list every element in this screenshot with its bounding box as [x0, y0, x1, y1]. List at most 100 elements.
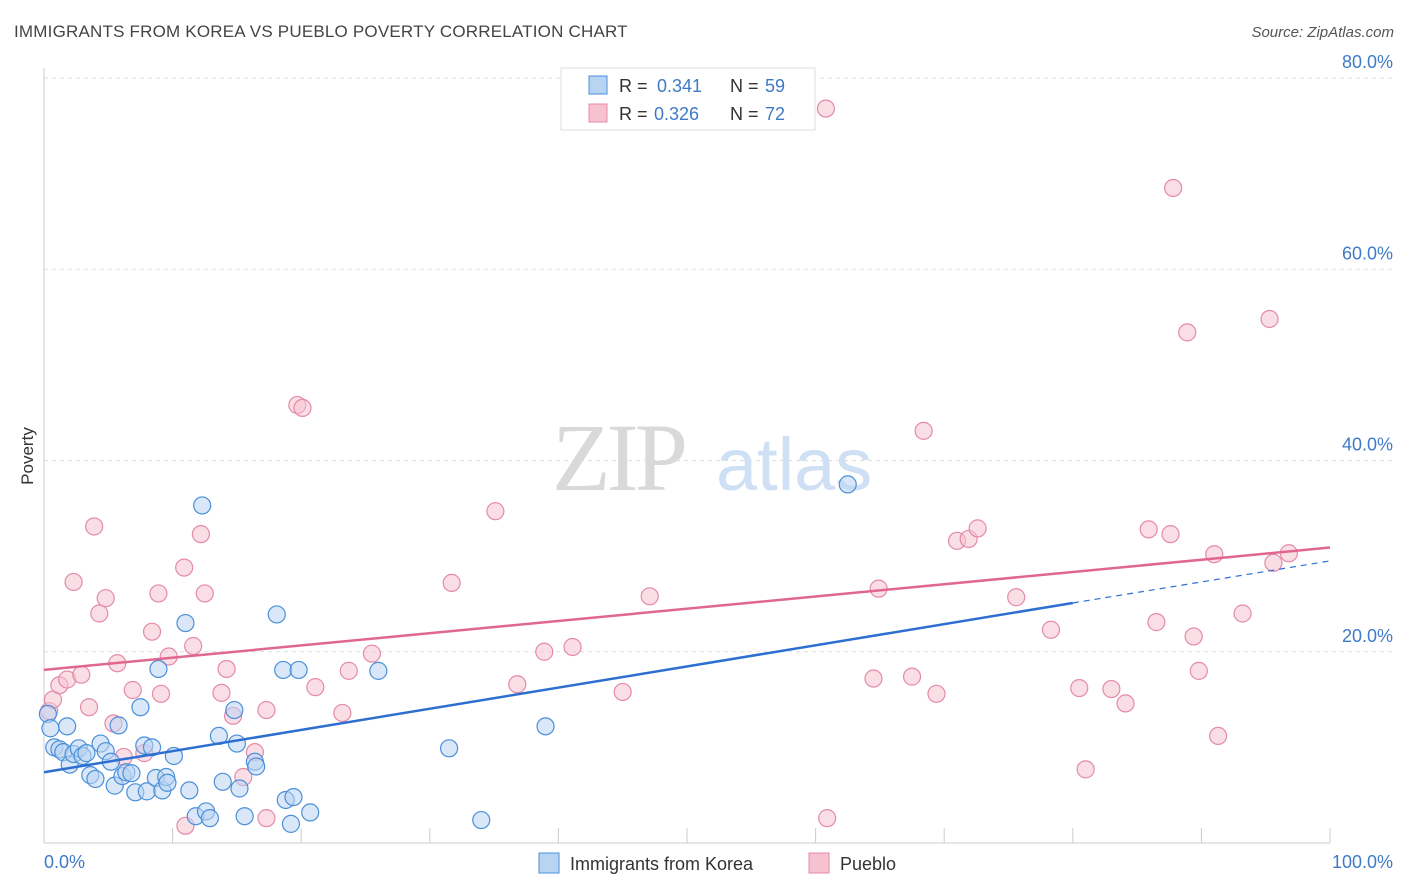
- korea-point: [369, 661, 388, 680]
- chart-title: IMMIGRANTS FROM KOREA VS PUEBLO POVERTY …: [14, 22, 628, 41]
- korea-point: [838, 475, 857, 494]
- pueblo-point: [1184, 627, 1203, 646]
- legend-korea-r-value: 0.341: [657, 76, 702, 96]
- pueblo-point: [640, 587, 659, 606]
- korea-point: [439, 739, 459, 758]
- legend-korea-n-value: 59: [765, 76, 785, 96]
- korea-point: [284, 787, 303, 807]
- pueblo-point: [869, 579, 888, 598]
- korea-point: [227, 734, 246, 753]
- pueblo-point: [1139, 520, 1158, 539]
- watermark-zip: ZIP: [552, 404, 685, 511]
- pueblo-point: [1189, 661, 1208, 680]
- pueblo-point: [563, 637, 582, 657]
- stats-legend: R = 0.341 N = 59 R = 0.326 N = 72: [560, 67, 816, 131]
- korea-point: [58, 717, 77, 736]
- y-tick-label: 40.0%: [1342, 435, 1393, 455]
- pueblo-point: [191, 525, 210, 544]
- korea-point: [267, 605, 286, 624]
- pueblo-point: [339, 661, 358, 680]
- pueblo-point: [1233, 604, 1252, 623]
- pueblo-point: [123, 680, 142, 700]
- korea-point: [274, 660, 293, 680]
- pueblo-point: [149, 584, 168, 603]
- legend-bottom-korea: Immigrants from Korea: [570, 854, 754, 874]
- pueblo-point: [508, 675, 527, 694]
- legend-korea-n-label: N =: [730, 76, 764, 96]
- legend-pueblo-n-label: N =: [730, 104, 764, 124]
- legend-bottom-swatch-korea: [538, 852, 560, 874]
- korea-point: [281, 814, 301, 833]
- pueblo-point: [96, 589, 115, 608]
- source-label: Source: ZipAtlas.com: [1251, 24, 1394, 41]
- watermark-atlas: atlas: [716, 423, 872, 506]
- x-tick-right: 100.0%: [1332, 852, 1393, 872]
- pueblo-point: [818, 809, 837, 828]
- y-tick-label: 60.0%: [1342, 243, 1393, 263]
- pueblo-point: [1116, 694, 1135, 713]
- pueblo-point: [333, 703, 352, 723]
- pueblo-point: [90, 604, 109, 623]
- pueblo-point: [85, 517, 104, 536]
- legend-bottom-swatch-pueblo: [808, 852, 830, 874]
- legend-korea-r-label: R =: [619, 76, 653, 96]
- pueblo-point: [1076, 760, 1095, 779]
- pueblo-point: [1178, 323, 1197, 342]
- pueblo-trend-line: [43, 546, 1331, 672]
- legend-bottom-pueblo: Pueblo: [840, 854, 896, 874]
- legend-pueblo-r-value: 0.326: [654, 104, 699, 124]
- pueblo-point: [816, 99, 835, 118]
- pueblo-point: [613, 682, 632, 702]
- korea-point: [289, 660, 308, 680]
- korea-point: [247, 757, 266, 776]
- korea-point: [200, 809, 219, 828]
- pueblo-point: [1164, 178, 1183, 198]
- pueblo-point: [184, 636, 203, 656]
- korea-trend-line: [43, 601, 1074, 774]
- korea-series: [38, 475, 857, 833]
- pueblo-point: [64, 572, 83, 592]
- pueblo-point: [306, 678, 325, 697]
- korea-point: [158, 773, 177, 792]
- pueblo-point: [1102, 679, 1121, 699]
- trend-lines: [43, 546, 1331, 774]
- korea-point: [180, 781, 199, 800]
- korea-point: [225, 700, 244, 720]
- legend-swatch-korea: [588, 75, 608, 95]
- y-axis-label: Poverty: [18, 427, 37, 485]
- pueblo-point: [968, 519, 987, 538]
- y-tick-label: 20.0%: [1342, 626, 1393, 646]
- pueblo-point: [195, 584, 214, 603]
- korea-point: [213, 772, 232, 791]
- pueblo-point: [142, 622, 162, 641]
- pueblo-point: [864, 669, 883, 688]
- pueblo-point: [1070, 678, 1089, 698]
- legend-swatch-pueblo: [588, 103, 608, 123]
- korea-point: [230, 779, 249, 798]
- korea-point: [536, 717, 555, 736]
- pueblo-point: [486, 502, 505, 521]
- korea-point: [472, 810, 491, 830]
- pueblo-point: [927, 684, 946, 703]
- korea-point: [176, 613, 195, 633]
- korea-point: [301, 803, 320, 822]
- axes: [43, 68, 1330, 844]
- pueblo-point: [79, 698, 99, 717]
- y-tick-label: 80.0%: [1342, 52, 1393, 72]
- pueblo-point: [217, 659, 236, 679]
- pueblo-point: [1260, 309, 1279, 329]
- pueblo-point: [293, 398, 312, 418]
- korea-point: [193, 496, 212, 515]
- korea-point: [77, 744, 96, 763]
- pueblo-point: [1161, 525, 1180, 544]
- pueblo-point: [212, 683, 231, 702]
- pueblo-point: [914, 421, 933, 440]
- pueblo-series: [40, 99, 1298, 835]
- korea-point: [149, 659, 168, 679]
- legend-pueblo-r-label: R =: [619, 104, 653, 124]
- korea-point: [122, 764, 141, 783]
- korea-point: [109, 716, 128, 735]
- pueblo-point: [362, 644, 382, 663]
- pueblo-point: [535, 642, 554, 661]
